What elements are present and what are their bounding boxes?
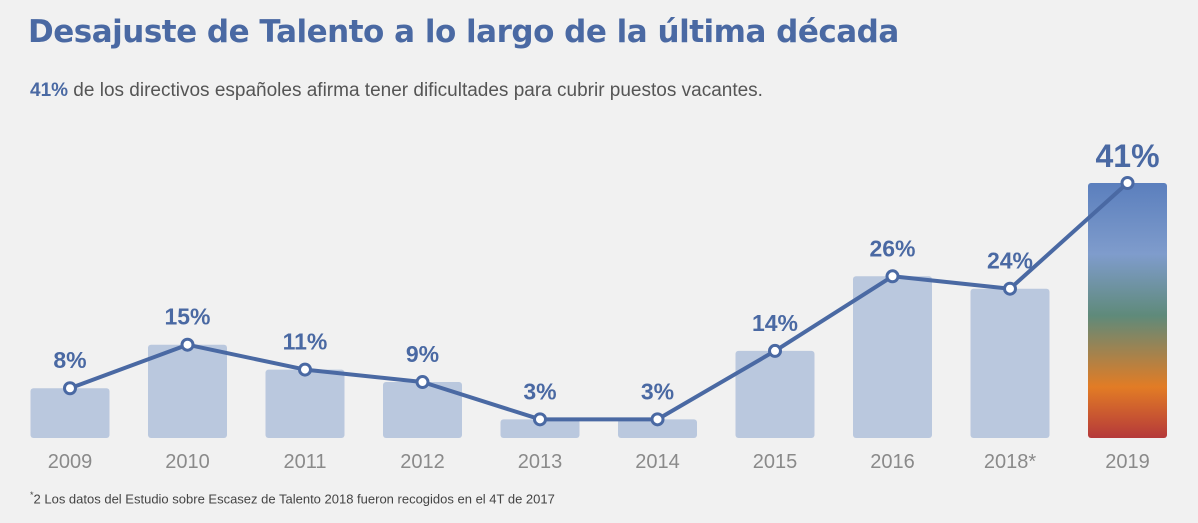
point-2014: [650, 412, 665, 427]
x-tick-label: 2018*: [984, 451, 1036, 473]
subtitle-highlight: 41%: [30, 80, 69, 101]
data-label: 15%: [164, 304, 210, 330]
point-2015: [768, 343, 782, 358]
data-label: 26%: [869, 235, 915, 261]
bar-2019: [1088, 183, 1167, 438]
data-label: 24%: [987, 248, 1033, 274]
footnote: *2 Los datos del Estudio sobre Escasez d…: [30, 490, 555, 506]
bar-2018*: [970, 288, 1050, 438]
x-tick-label: 2013: [518, 451, 563, 473]
x-tick-label: 2015: [753, 451, 798, 473]
data-label: 9%: [406, 341, 439, 367]
point-2018*: [1003, 281, 1017, 296]
x-tick-label: 2014: [635, 451, 680, 473]
x-tick-label: 2012: [400, 451, 445, 473]
footnote-text: 2 Los datos del Estudio sobre Escasez de…: [33, 491, 555, 507]
bar-2010: [148, 344, 227, 438]
point-2009: [63, 381, 77, 396]
bar-2009: [30, 388, 110, 438]
x-tick-label: 2016: [870, 451, 915, 473]
x-tick-label: 2011: [283, 451, 326, 473]
point-2010: [180, 337, 195, 352]
x-tick-label: 2019: [1105, 451, 1150, 473]
point-2012: [415, 375, 430, 390]
x-tick-label: 2009: [48, 451, 93, 473]
bar-2013: [500, 419, 580, 438]
trend-line: [69, 181, 1129, 422]
point-2019: [1120, 176, 1135, 190]
data-label: 11%: [283, 329, 328, 355]
point-2011: [298, 362, 312, 377]
bar-2014: [618, 419, 697, 438]
data-label: 41%: [1095, 138, 1159, 174]
footnote-marker: *: [30, 490, 34, 500]
x-tick-label: 2010: [165, 451, 210, 473]
data-label: 14%: [752, 310, 798, 336]
data-label: 3%: [523, 378, 556, 404]
bar-2011: [265, 369, 345, 438]
bar-2012: [383, 382, 462, 438]
chart-title: Desajuste de Talento a lo largo de la úl…: [28, 14, 899, 50]
data-label: 8%: [53, 347, 86, 373]
data-label: 3%: [641, 378, 674, 404]
point-2013: [533, 412, 547, 427]
chart-subtitle: 41% de los directivos españoles afirma t…: [30, 80, 763, 102]
point-2016: [885, 269, 900, 284]
subtitle-text: de los directivos españoles afirma tener…: [68, 80, 763, 101]
bar-2015: [735, 350, 815, 438]
bar-2016: [853, 276, 932, 438]
